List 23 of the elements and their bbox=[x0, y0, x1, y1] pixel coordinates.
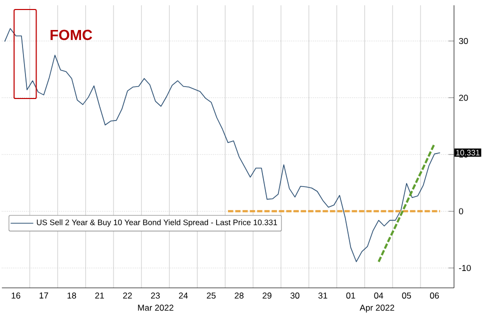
x-tick-label: 21 bbox=[95, 292, 104, 299]
x-tick-label: 16 bbox=[12, 292, 20, 299]
x-tick-label: 06 bbox=[430, 292, 439, 299]
x-tick-label: 01 bbox=[346, 292, 356, 299]
x-tick-label: 22 bbox=[123, 292, 132, 299]
x-tick-label: 30 bbox=[290, 292, 300, 299]
text: Mar 2022 bbox=[138, 304, 174, 311]
y-tick-label: 0 bbox=[459, 208, 464, 214]
x-tick-label: 29 bbox=[262, 292, 272, 299]
x-tick-label: 24 bbox=[178, 292, 188, 299]
x-tick-label: 28 bbox=[234, 292, 244, 299]
x-tick-label: 31 bbox=[318, 292, 328, 299]
x-tick-label: 05 bbox=[402, 292, 411, 299]
y-tick-label: -10 bbox=[459, 265, 471, 272]
x-tick-label: 17 bbox=[40, 292, 48, 299]
y-tick-label: 30 bbox=[459, 38, 468, 44]
y-tick-label: 20 bbox=[459, 94, 468, 101]
x-tick-label: 25 bbox=[206, 292, 216, 299]
x-tick-label: 18 bbox=[68, 292, 76, 299]
text: Apr 2022 bbox=[360, 304, 394, 313]
x-tick-label: 04 bbox=[374, 292, 384, 299]
x-tick-label: 23 bbox=[151, 292, 160, 299]
annotation: FOMC bbox=[50, 30, 92, 40]
